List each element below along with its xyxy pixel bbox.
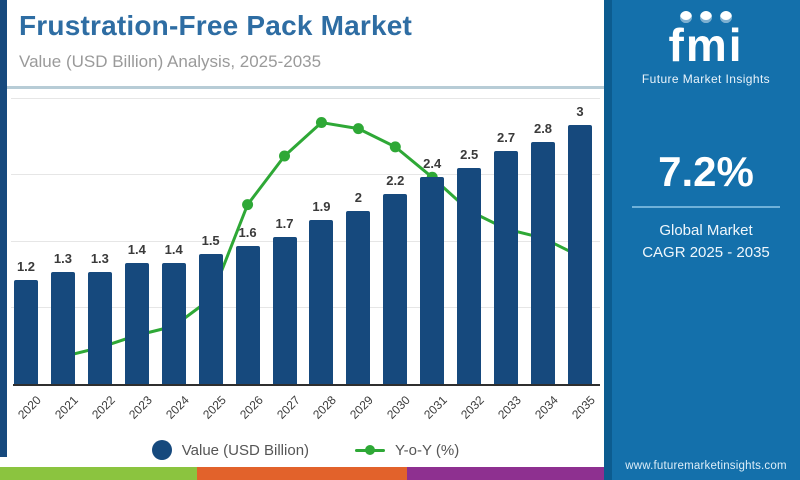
cagr-value: 7.2% (658, 147, 754, 195)
x-axis-label: 2032 (458, 393, 488, 422)
legend-item-yoy: Y-o-Y (%) (355, 442, 459, 459)
bar-line-chart: Value (USD Billion) Y-o-Y (%) 1.2 2020 1.3… (7, 90, 604, 467)
bar-2026 (235, 246, 260, 384)
legend-label-yoy: Y-o-Y (%) (395, 441, 460, 459)
x-axis-label: 2023 (125, 393, 155, 422)
x-axis-label: 2020 (15, 393, 44, 422)
bar-2033 (494, 151, 519, 384)
footer-strip-orange (197, 467, 407, 480)
chart-legend: Value (USD Billion) Y-o-Y (%) (7, 440, 604, 460)
bar-2021 (50, 272, 75, 384)
x-axis-label: 2030 (384, 393, 414, 422)
left-accent-bar (0, 0, 7, 457)
bar-value-label: 1.7 (275, 216, 294, 231)
x-axis-label: 2028 (310, 393, 340, 422)
globe-icon (700, 11, 712, 23)
bar-2030 (383, 194, 408, 384)
x-axis-label: 2035 (569, 393, 598, 422)
yoy-point (279, 150, 291, 162)
bar-value-label: 1.5 (201, 233, 220, 248)
bar-value-label: 2.5 (460, 147, 479, 162)
bar-2029 (346, 211, 371, 384)
bar-2031 (420, 177, 445, 384)
bar-value-label: 1.6 (238, 225, 257, 240)
x-axis-label: 2027 (273, 393, 303, 422)
bar-value-label: 1.2 (16, 259, 36, 274)
value-series-marker-icon (151, 440, 172, 460)
legend-label-value: Value (USD Billion) (181, 441, 310, 459)
x-axis-label: 2029 (347, 393, 377, 422)
cagr-label: Global Market CAGR 2025 - 2035 (612, 220, 800, 265)
x-axis-label: 2022 (88, 393, 118, 422)
yoy-point (315, 117, 327, 129)
x-axis-label: 2024 (162, 393, 192, 422)
bar-2025 (198, 254, 223, 384)
bar-value-label: 1.4 (127, 242, 146, 257)
x-axis-label: 2025 (199, 393, 229, 422)
bar-2022 (87, 272, 112, 384)
yoy-series-marker-icon (355, 444, 386, 456)
bar-value-label: 1.3 (90, 251, 109, 266)
yoy-point (389, 141, 401, 153)
bar-2035 (567, 125, 592, 384)
x-axis-line (13, 384, 600, 386)
page-subtitle: Value (USD Billion) Analysis, 2025-2035 (19, 52, 322, 71)
bar-2020 (14, 280, 38, 384)
bar-2023 (124, 263, 149, 384)
globe-icon (720, 11, 732, 23)
x-axis-label: 2033 (495, 393, 524, 422)
brand-sidebar: fmi Future Market Insights 7.2% Global M… (604, 0, 800, 480)
footer-strip-purple (407, 467, 604, 480)
x-axis-label: 2026 (236, 393, 266, 422)
bar-2028 (309, 220, 334, 384)
logo-subtext: Future Market Insights (641, 71, 771, 86)
yoy-point (352, 123, 364, 135)
bar-value-label: 1.4 (164, 242, 183, 257)
x-axis-label: 2021 (52, 393, 81, 422)
bar-2027 (272, 237, 297, 384)
globe-icon (680, 11, 692, 23)
bar-value-label: 1.9 (312, 199, 331, 214)
cagr-label-line1: Global Market (659, 221, 753, 239)
bar-value-label: 3 (576, 104, 584, 119)
bar-value-label: 2.2 (386, 173, 405, 188)
yoy-point (242, 199, 254, 211)
footer-strip-green (0, 467, 197, 480)
bar-value-label: 2.4 (423, 156, 442, 171)
header-separator (7, 86, 604, 89)
bar-value-label: 2.7 (497, 130, 516, 145)
gridline (11, 98, 600, 99)
logo-text: fmi (668, 19, 744, 71)
bar-2034 (531, 142, 556, 384)
fmi-logo: fmi Future Market Insights (612, 10, 800, 86)
legend-item-value: Value (USD Billion) (151, 440, 310, 460)
cagr-label-line2: CAGR 2025 - 2035 (642, 244, 770, 262)
main-panel: Frustration-Free Pack Market Value (USD … (7, 0, 604, 480)
x-axis-label: 2031 (421, 393, 451, 422)
bar-value-label: 2.8 (533, 121, 553, 136)
cagr-block: 7.2% Global Market CAGR 2025 - 2035 (612, 148, 800, 265)
bar-value-label: 1.3 (53, 251, 72, 266)
cagr-underline (632, 205, 780, 208)
footer-color-strip (0, 467, 604, 480)
bar-2032 (457, 168, 482, 384)
x-axis-label: 2034 (532, 393, 561, 422)
bar-2024 (161, 263, 186, 384)
bar-value-label: 2 (354, 190, 362, 205)
page-title: Frustration-Free Pack Market (19, 10, 413, 41)
logo-globe-icons (612, 10, 800, 24)
website-link[interactable]: www.futuremarketinsights.com (625, 460, 787, 472)
header: Frustration-Free Pack Market Value (USD … (7, 0, 604, 72)
